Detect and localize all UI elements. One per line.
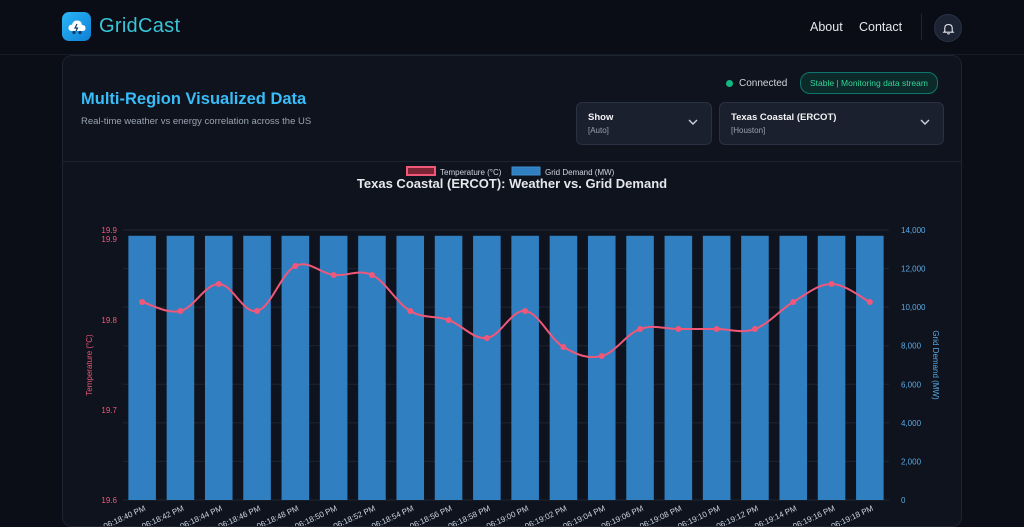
- right-axis-tick-label: 14,000: [901, 226, 926, 235]
- temperature-point: [790, 299, 797, 305]
- x-axis-tick-label: 06:19:18 PM: [830, 504, 875, 526]
- card-header: Multi-Region Visualized Data Real-time w…: [63, 56, 961, 162]
- chevron-down-icon: [920, 119, 930, 125]
- bar-grid-demand: [281, 235, 310, 500]
- temperature-point: [866, 299, 873, 305]
- bar-grid-demand: [243, 235, 271, 500]
- temperature-point: [292, 263, 299, 269]
- temperature-point: [522, 308, 529, 314]
- page-subtitle: Real-time weather vs energy correlation …: [81, 116, 312, 127]
- bar-grid-demand: [741, 235, 769, 500]
- bar-grid-demand: [549, 235, 578, 500]
- temperature-point: [177, 308, 184, 314]
- brand-name[interactable]: GridCast: [99, 15, 181, 37]
- bar-grid-demand: [128, 235, 156, 500]
- temperature-point: [139, 299, 146, 305]
- bar-grid-demand: [856, 235, 884, 500]
- right-axis-tick-label: 4,000: [901, 419, 922, 428]
- legend-demand-label: Grid Demand (MW): [545, 168, 615, 177]
- bell-icon: [942, 23, 954, 35]
- region-select-value: [Houston]: [731, 126, 766, 135]
- right-axis-tick-label: 2,000: [901, 457, 922, 466]
- bar-grid-demand: [204, 235, 233, 500]
- temperature-point: [407, 308, 414, 314]
- notifications-button[interactable]: [934, 14, 962, 42]
- temperature-point: [445, 317, 452, 323]
- temperature-point: [828, 281, 835, 287]
- right-axis-tick-label: 12,000: [901, 265, 926, 274]
- show-select[interactable]: Show [Auto]: [576, 102, 712, 145]
- right-axis-title: Grid Demand (MW): [931, 330, 940, 400]
- left-axis-tick-label: 19.9: [101, 226, 117, 235]
- bar-grid-demand: [434, 235, 463, 500]
- chart-title: Texas Coastal (ERCOT): Weather vs. Grid …: [357, 176, 667, 191]
- connected-dot-icon: [726, 80, 733, 87]
- chart-area: Texas Coastal (ERCOT): Weather vs. Grid …: [63, 162, 961, 526]
- show-select-value: [Auto]: [588, 126, 609, 135]
- left-axis-tick-label: 19.7: [101, 406, 117, 415]
- bar-grid-demand: [779, 235, 808, 500]
- chevron-down-icon: [688, 119, 698, 125]
- bar-grid-demand: [396, 235, 425, 500]
- left-axis-tick-label: 19.6: [101, 496, 117, 505]
- bar-grid-demand: [664, 235, 693, 500]
- bar-grid-demand: [166, 235, 195, 500]
- temperature-point: [751, 326, 758, 332]
- legend-temperature-swatch: [406, 166, 436, 176]
- dashboard-card: Multi-Region Visualized Data Real-time w…: [62, 55, 962, 527]
- temperature-point: [368, 272, 375, 278]
- legend-demand-swatch: [511, 166, 541, 176]
- left-axis-tick-label: 19.9: [101, 235, 117, 244]
- bar-grid-demand: [702, 235, 731, 500]
- cloud-grid-logo-icon[interactable]: [62, 12, 91, 41]
- temperature-point: [637, 326, 644, 332]
- page-title: Multi-Region Visualized Data: [81, 90, 307, 108]
- temperature-point: [330, 272, 337, 278]
- bar-grid-demand: [319, 235, 348, 500]
- right-axis-tick-label: 8,000: [901, 342, 922, 351]
- connection-status: Connected: [726, 78, 787, 89]
- left-axis-title: Temperature (°C): [85, 334, 94, 396]
- right-axis-tick-label: 6,000: [901, 380, 922, 389]
- bar-grid-demand: [587, 235, 616, 500]
- top-nav-bar: GridCast About Contact: [0, 0, 1024, 55]
- nav-contact-link[interactable]: Contact: [859, 20, 903, 34]
- bar-grid-demand: [817, 235, 846, 500]
- temperature-point: [675, 326, 682, 332]
- right-axis-tick-label: 10,000: [901, 303, 926, 312]
- legend-temperature-label: Temperature (°C): [440, 168, 502, 177]
- temperature-point: [215, 281, 222, 287]
- temperature-point: [254, 308, 261, 314]
- bar-grid-demand: [511, 235, 539, 500]
- bar-grid-demand: [626, 235, 654, 500]
- temperature-point: [598, 353, 605, 359]
- region-select-label: Texas Coastal (ERCOT): [731, 112, 837, 123]
- weather-demand-chart[interactable]: Texas Coastal (ERCOT): Weather vs. Grid …: [63, 162, 961, 526]
- stream-status-badge: Stable | Monitoring data stream: [800, 72, 938, 94]
- temperature-point: [560, 344, 567, 350]
- show-select-label: Show: [588, 112, 614, 123]
- temperature-point: [713, 326, 720, 332]
- nav-divider: [921, 14, 922, 40]
- left-axis-tick-label: 19.8: [101, 316, 117, 325]
- connection-status-text: Connected: [739, 78, 788, 89]
- region-select[interactable]: Texas Coastal (ERCOT) [Houston]: [719, 102, 944, 145]
- temperature-point: [483, 335, 490, 341]
- right-axis-tick-label: 0: [901, 496, 906, 505]
- temperature-line: [141, 263, 871, 359]
- bar-grid-demand: [358, 235, 386, 500]
- bar-grid-demand: [473, 235, 501, 500]
- nav-about-link[interactable]: About: [810, 20, 843, 34]
